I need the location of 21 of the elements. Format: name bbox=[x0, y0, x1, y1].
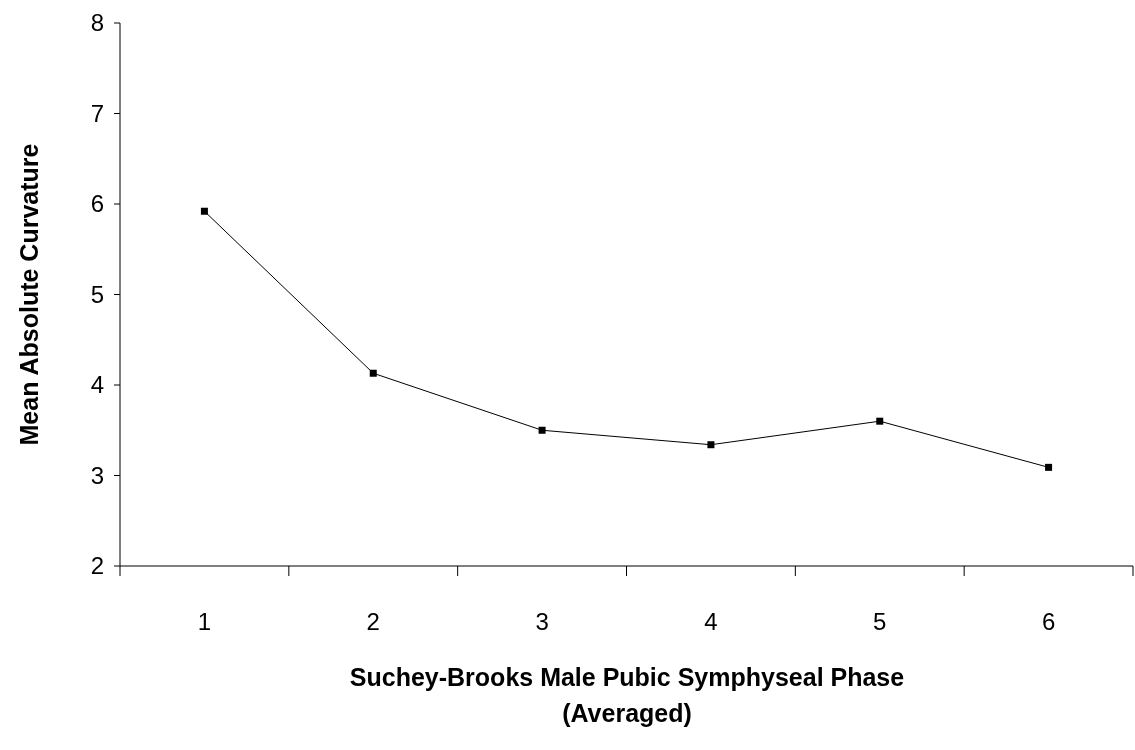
y-axis-title: Mean Absolute Curvature bbox=[15, 143, 43, 446]
x-tick-label: 2 bbox=[366, 608, 380, 635]
y-tick-label: 6 bbox=[90, 190, 104, 218]
y-tick-label: 3 bbox=[90, 461, 104, 489]
point bbox=[538, 426, 546, 434]
x-tick-label: 4 bbox=[704, 608, 718, 635]
x-tick-label: 5 bbox=[873, 608, 887, 635]
point bbox=[1045, 463, 1053, 471]
y-tick-label: 7 bbox=[90, 99, 104, 127]
x-tick-label: 6 bbox=[1041, 608, 1056, 635]
y-tick-label: 2 bbox=[90, 552, 104, 580]
y-tick-label: 5 bbox=[90, 280, 104, 308]
x-axis-title: Suchey-Brooks Male Pubic Symphyseal Phase (Averaged) bbox=[349, 663, 905, 727]
point bbox=[200, 207, 208, 215]
point bbox=[369, 369, 377, 377]
y-tick-label: 4 bbox=[90, 371, 104, 399]
x-tick-label: 1 bbox=[197, 608, 212, 635]
x-tick-label: 3 bbox=[535, 608, 549, 635]
y-tick-label: 8 bbox=[90, 9, 104, 37]
point bbox=[876, 417, 884, 425]
point bbox=[707, 441, 715, 449]
